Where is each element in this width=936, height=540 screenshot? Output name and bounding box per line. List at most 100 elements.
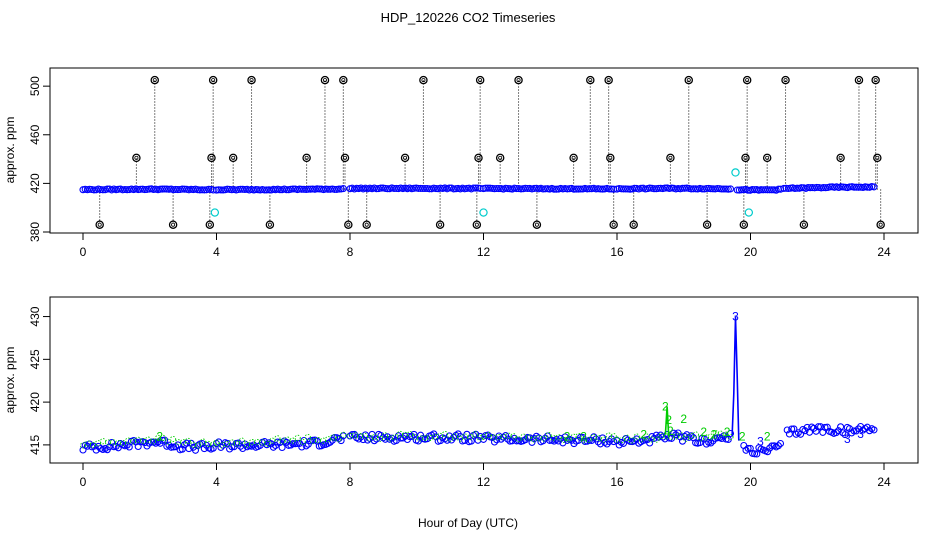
blue-data-point (797, 184, 806, 192)
blue-data-point (417, 184, 425, 192)
green-overlay-point (195, 442, 202, 449)
excursion-point-inner (304, 155, 309, 160)
excursion-point-inner (498, 155, 503, 160)
blue-data-point (637, 184, 645, 192)
cyan-point (210, 208, 220, 217)
blue-data-point (261, 186, 269, 194)
blue-data-point (355, 435, 363, 443)
green-overlay-point (485, 431, 492, 439)
point-label: 2 (764, 429, 771, 443)
blue-data-point (410, 430, 418, 438)
blue-data-point (304, 185, 312, 193)
blue-data-point (622, 185, 630, 193)
excursion-point (474, 153, 483, 163)
blue-data-point (425, 185, 433, 193)
excursion-point (362, 220, 371, 229)
green-overlay-point (330, 434, 337, 441)
blue-data-point (141, 186, 149, 194)
blue-data-point (298, 443, 306, 451)
x-tick-label: 4 (213, 245, 220, 259)
excursion-point (799, 220, 809, 229)
green-overlay-point (520, 433, 527, 440)
green-overlay-point (371, 433, 379, 440)
green-overlay-point (125, 437, 132, 444)
blue-data-point (742, 446, 750, 454)
green-overlay-point (600, 436, 607, 443)
blue-data-point (178, 185, 186, 193)
excursion-point-inner (873, 78, 878, 83)
excursion-point-inner (631, 222, 636, 227)
excursion-point (742, 75, 752, 85)
cyan-point (744, 208, 754, 217)
blue-data-point (463, 184, 471, 192)
excursion-point (472, 220, 482, 229)
y-tick-label: 420 (28, 392, 42, 412)
green-overlay-point (477, 435, 484, 442)
blue-data-point (377, 431, 385, 440)
green-overlay-point (294, 434, 301, 441)
blue-data-point (161, 436, 169, 444)
blue-data-point (570, 185, 578, 193)
green-overlay-point (668, 433, 675, 440)
blue-data-point (105, 443, 114, 451)
x-tick-label: 12 (477, 475, 491, 489)
blue-data-point (326, 438, 334, 446)
excursion-point-inner (342, 155, 347, 160)
green-overlay-point (535, 435, 542, 442)
blue-data-point (161, 185, 169, 193)
x-tick-label: 0 (80, 245, 87, 259)
blue-data-point (432, 185, 440, 193)
bottom-axes: 0 4 8 12 16 20 24 415 420 425 430 (28, 306, 891, 489)
green-overlay-point (610, 433, 617, 440)
excursion-point-inner (403, 155, 408, 160)
green-overlay-point (170, 435, 177, 443)
top-plot-frame (49, 67, 919, 234)
blue-data-point (304, 440, 312, 448)
blue-data-point (322, 185, 330, 193)
green-overlay-point (299, 438, 306, 445)
blue-data-point (123, 186, 131, 194)
blue-data-point (302, 442, 310, 450)
green-overlay-point (643, 433, 650, 440)
green-overlay-point (109, 439, 117, 446)
blue-data-point (588, 436, 596, 445)
cyan-point (731, 168, 740, 177)
blue-data-point (605, 185, 613, 193)
blue-data-point (782, 184, 790, 192)
blue-data-point (313, 185, 321, 193)
green-overlay-point (407, 431, 414, 438)
blue-data-point (339, 185, 347, 193)
green-overlay-point (422, 434, 429, 441)
blue-data-point (764, 448, 772, 456)
blue-data-point (577, 185, 585, 193)
green-overlay-point (279, 438, 286, 445)
blue-data-point (619, 185, 628, 193)
blue-data-point (174, 186, 182, 194)
blue-data-point (86, 185, 94, 193)
excursion-point (207, 153, 216, 163)
excursion-point-inner (875, 155, 880, 160)
blue-data-point (180, 185, 189, 193)
blue-data-point (209, 444, 217, 452)
green-overlay-point (545, 432, 552, 439)
green-overlay-point (590, 434, 597, 441)
blue-data-point (624, 185, 632, 193)
green-overlay-point (314, 437, 322, 444)
green-overlay-point (683, 435, 690, 442)
excursion-point (344, 220, 353, 229)
excursion-point-inner (249, 78, 254, 83)
blue-data-point (205, 185, 213, 193)
bottom-y-axis-label: approx. ppm (3, 347, 17, 414)
excursion-point (604, 75, 613, 85)
excursion-point-inner (878, 222, 883, 227)
green-overlay-point (155, 434, 162, 441)
green-overlay-point (200, 438, 207, 445)
excursion-point-inner (745, 78, 750, 83)
point-label: 2 (665, 413, 672, 427)
blue-data-point (217, 186, 225, 194)
excursion-point (741, 153, 750, 163)
blue-data-point (282, 186, 291, 194)
blue-data-point (783, 426, 791, 434)
excursion-point-inner (346, 222, 351, 227)
